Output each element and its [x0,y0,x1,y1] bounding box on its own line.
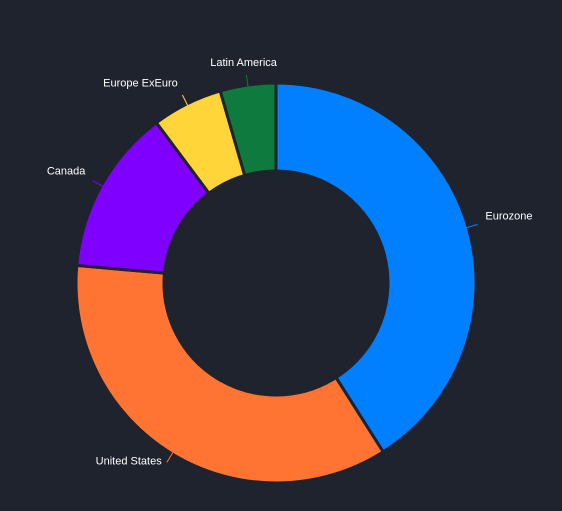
slice-label: United States [96,455,163,467]
leader-line [166,451,174,463]
leader-line [465,223,478,229]
slice-label: Eurozone [485,211,532,223]
donut-slice [274,81,478,454]
slice-label: Latin America [210,57,278,69]
donut-slice [218,81,278,178]
slice-label: Europe ExEuro [103,78,178,90]
leader-line [245,75,249,88]
leader-line [181,94,189,106]
slice-label: Canada [47,166,86,178]
donut-slice [74,263,386,485]
leader-line [92,180,104,187]
